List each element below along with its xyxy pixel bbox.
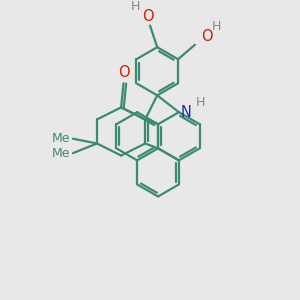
Text: N: N — [181, 105, 192, 120]
Text: H: H — [196, 96, 205, 109]
Text: O: O — [201, 28, 213, 44]
Text: H: H — [212, 20, 221, 33]
Text: O: O — [118, 65, 129, 80]
Text: O: O — [142, 9, 154, 24]
Text: Me: Me — [52, 132, 70, 145]
Text: Me: Me — [52, 147, 70, 160]
Text: H: H — [131, 1, 140, 13]
